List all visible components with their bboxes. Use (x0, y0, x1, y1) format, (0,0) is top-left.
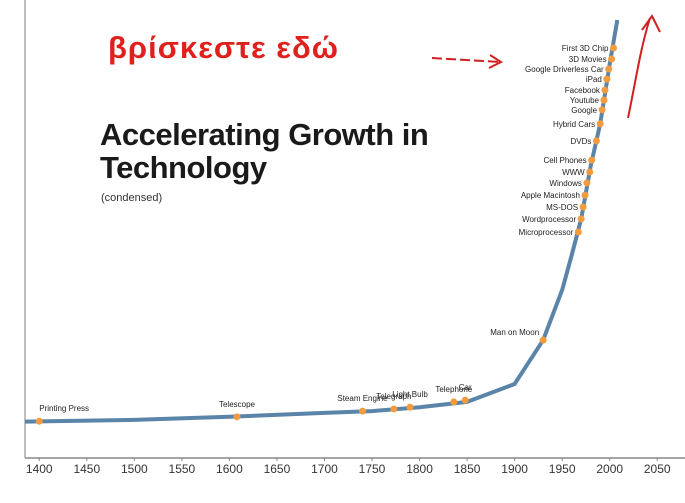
event-point (598, 106, 606, 114)
event-label: Hybrid Cars (553, 120, 595, 129)
chart-title: Accelerating Growth in Technology (100, 117, 429, 185)
x-tick-label: 1600 (216, 462, 243, 476)
event-point (581, 191, 589, 199)
event-point (574, 228, 582, 236)
event-label: Windows (549, 179, 581, 188)
annotation: βρίσκεστε εδώ (108, 30, 339, 65)
event-point (592, 137, 600, 145)
growth-curve (24, 19, 620, 424)
event-point (605, 65, 613, 73)
arrow (627, 17, 651, 119)
x-tick-label: 2050 (644, 462, 671, 476)
event-label: 3D Movies (569, 55, 607, 64)
x-tick-label: 1450 (73, 462, 100, 476)
arrow (431, 57, 501, 63)
event-label: Telescope (219, 400, 256, 409)
event-label: Telephone (435, 385, 472, 394)
x-tick-label: 1750 (359, 462, 386, 476)
event-label: MS-DOS (546, 203, 578, 212)
x-tick-label: 1650 (264, 462, 291, 476)
x-tick-label: 1500 (121, 462, 148, 476)
subtitle: (condensed) (101, 192, 163, 204)
event-point (406, 403, 414, 411)
event-point (586, 168, 594, 176)
event-label: iPad (586, 75, 602, 84)
event-label: Microprocessor (519, 228, 574, 237)
event-point (609, 44, 617, 52)
event-label: Wordprocessor (522, 215, 576, 224)
arrow-head (488, 54, 504, 69)
event-label: Facebook (565, 86, 601, 95)
event-point (579, 203, 587, 211)
event-label: Google (571, 106, 597, 115)
event-point (600, 96, 608, 104)
event-label: Youtube (570, 96, 600, 105)
event-point (359, 407, 367, 415)
event-point (390, 405, 398, 413)
event-label: DVDs (570, 137, 591, 146)
event-point (233, 413, 241, 421)
x-tick-label: 1550 (169, 462, 196, 476)
event-point (450, 398, 458, 406)
event-point (608, 55, 616, 63)
event-label: Apple Macintosh (521, 191, 580, 200)
event-label: Printing Press (39, 404, 89, 413)
event-point (577, 215, 585, 223)
x-tick-label: 2000 (596, 462, 623, 476)
x-tick-label: 1400 (26, 462, 53, 476)
x-tick-label: 1900 (501, 462, 528, 476)
event-label: Man on Moon (490, 328, 539, 337)
x-tick-label: 1700 (311, 462, 338, 476)
event-point (601, 86, 609, 94)
event-point (583, 179, 591, 187)
event-point (35, 417, 43, 425)
event-label: First 3D Chip (562, 44, 609, 53)
event-label: Car (459, 383, 472, 392)
event-point (603, 75, 611, 83)
event-point (539, 336, 547, 344)
x-tick-label: 1800 (406, 462, 433, 476)
event-label: Cell Phones (543, 156, 586, 165)
x-tick-label: 1950 (549, 462, 576, 476)
event-point (596, 120, 604, 128)
arrow-head (641, 14, 661, 33)
event-label: Light Bulb (392, 390, 428, 399)
event-label: WWW (562, 168, 585, 177)
event-point (588, 156, 596, 164)
x-tick-label: 1850 (454, 462, 481, 476)
event-label: Telegraph (376, 392, 411, 401)
event-label: Steam Engine (337, 394, 388, 403)
event-point (461, 396, 469, 404)
event-label: Google Driverless Car (525, 65, 604, 74)
